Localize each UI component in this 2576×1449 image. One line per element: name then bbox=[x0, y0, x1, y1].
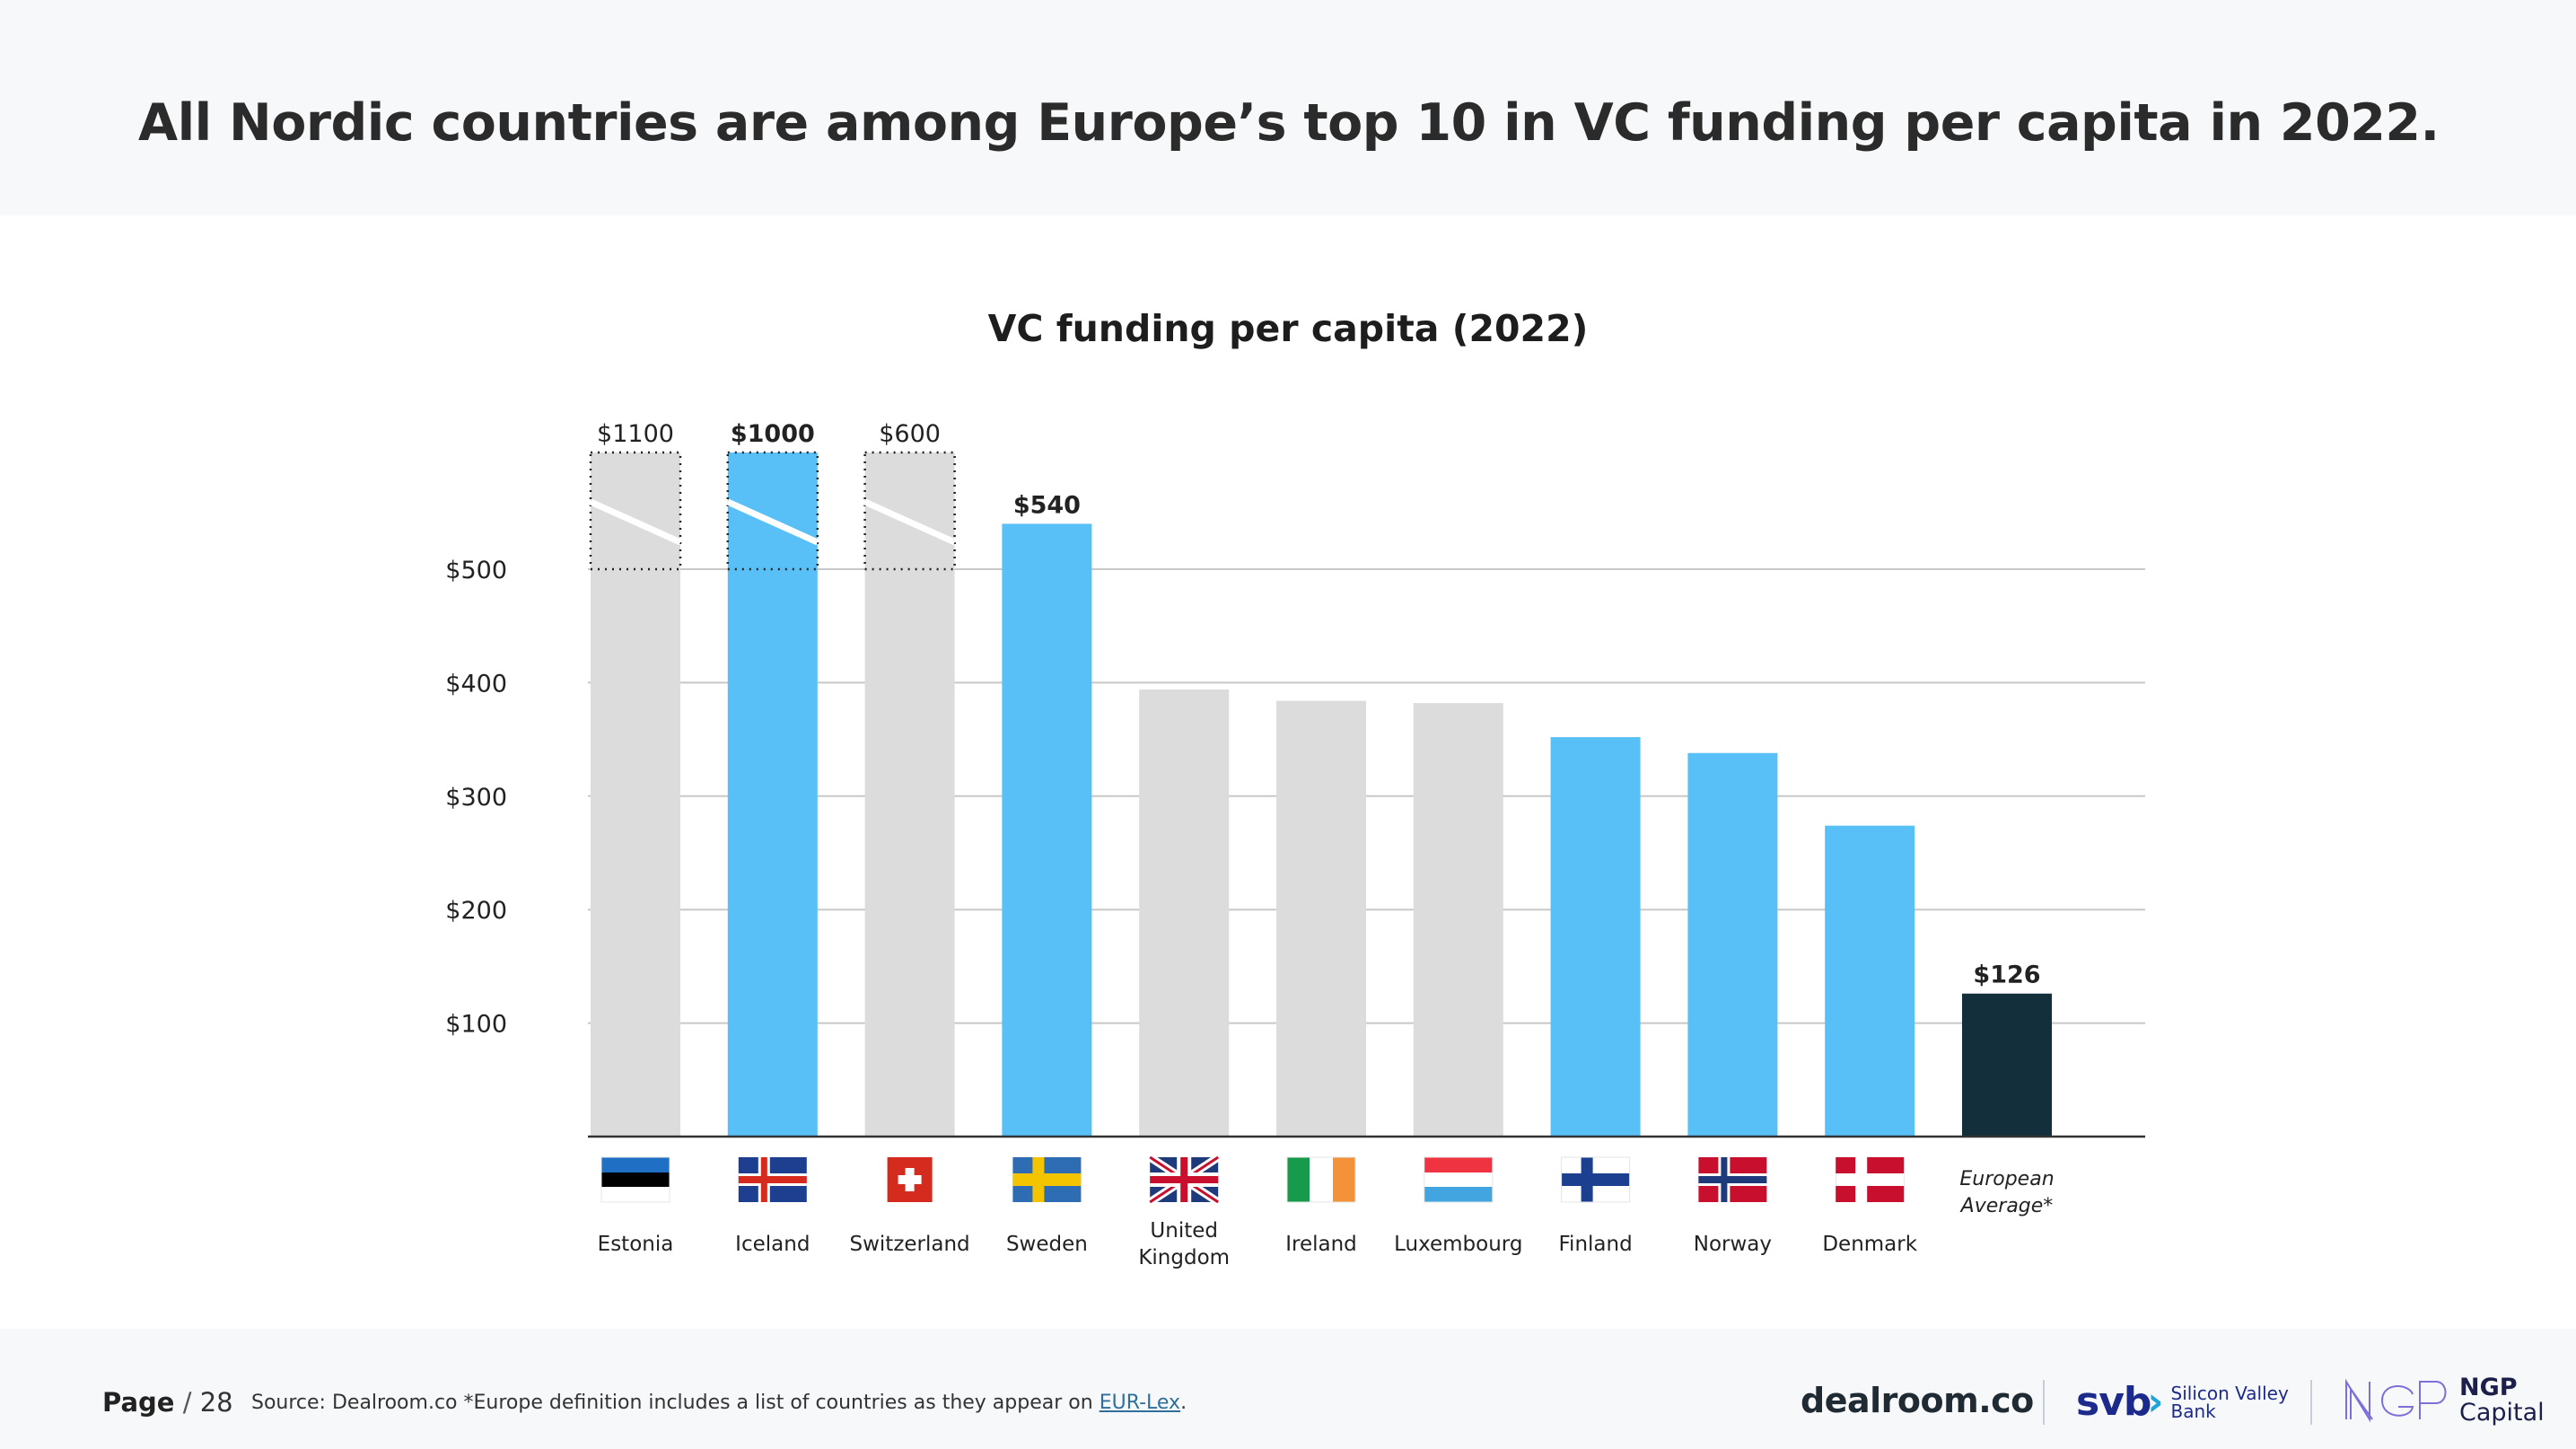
vc-funding-chart: VC funding per capita (2022) $100 $200 $300… bbox=[445, 307, 2145, 1269]
denmark-flag-icon bbox=[1836, 1173, 1905, 1186]
x-tick-label: Average* bbox=[1959, 1195, 2054, 1217]
norway-flag-icon bbox=[1698, 1176, 1767, 1183]
luxembourg-flag-icon bbox=[1424, 1156, 1494, 1203]
y-tick-label: $400 bbox=[445, 670, 507, 698]
data-label: $126 bbox=[1973, 962, 2040, 989]
axis-break-box bbox=[863, 451, 956, 571]
source-end: . bbox=[1180, 1392, 1187, 1414]
x-tick-label: Kingdom bbox=[1138, 1246, 1230, 1269]
switzerland-flag-icon bbox=[898, 1175, 922, 1184]
y-tick-label: $500 bbox=[445, 557, 507, 584]
logo-divider bbox=[2043, 1380, 2045, 1425]
data-label: $540 bbox=[1013, 491, 1081, 519]
svb-name: Silicon Valley Bank bbox=[2171, 1384, 2289, 1420]
x-tick-label: Iceland bbox=[735, 1233, 810, 1256]
bar bbox=[1276, 700, 1366, 1137]
data-label: $600 bbox=[879, 420, 941, 448]
x-tick-label: Finland bbox=[1559, 1233, 1633, 1256]
finland-flag-icon bbox=[1561, 1156, 1631, 1203]
bar bbox=[1687, 752, 1778, 1137]
x-tick-label: Sweden bbox=[1006, 1233, 1088, 1256]
bar bbox=[1825, 825, 1915, 1137]
ngp-monogram-icon bbox=[2345, 1378, 2447, 1423]
x-tick-label: Norway bbox=[1694, 1233, 1772, 1256]
y-tick-label: $300 bbox=[445, 784, 507, 812]
dealroom-logo: dealroom.co bbox=[1801, 1381, 2034, 1420]
luxembourg-flag-icon bbox=[1424, 1187, 1493, 1202]
luxembourg-flag-icon bbox=[1424, 1157, 1493, 1172]
chart-title: VC funding per capita (2022) bbox=[988, 307, 1589, 350]
svb-chevron-icon: › bbox=[2147, 1379, 2164, 1425]
axis-break-mark bbox=[589, 498, 682, 546]
y-tick-label: $200 bbox=[445, 897, 507, 925]
page-number-value: 28 bbox=[199, 1387, 233, 1418]
finland-flag-icon bbox=[1561, 1173, 1630, 1186]
x-tick-label: Ireland bbox=[1285, 1233, 1357, 1256]
bar bbox=[1413, 703, 1503, 1137]
data-label: $1100 bbox=[597, 420, 674, 448]
ireland-flag-icon bbox=[1310, 1157, 1333, 1202]
x-tick-label: Estonia bbox=[598, 1233, 674, 1256]
page-number: Page / 28 bbox=[102, 1387, 233, 1418]
page-headline: All Nordic countries are among Europe’s … bbox=[138, 93, 2440, 153]
axis-break-box bbox=[726, 451, 819, 571]
header-band bbox=[0, 0, 2576, 215]
page-label: Page bbox=[102, 1387, 175, 1418]
svb-name-line1: Silicon Valley bbox=[2170, 1382, 2289, 1404]
ngp-name-line2: Capital bbox=[2459, 1399, 2545, 1427]
estonia-flag-icon bbox=[601, 1157, 670, 1172]
source-note: Source: Dealroom.co *Europe definition i… bbox=[251, 1392, 1187, 1414]
axis-break-mark bbox=[726, 498, 819, 546]
ngp-name-line1: NGP bbox=[2459, 1374, 2518, 1401]
estonia-flag-icon bbox=[600, 1156, 670, 1203]
bar bbox=[1962, 993, 2052, 1137]
bar bbox=[591, 452, 680, 1137]
estonia-flag-icon bbox=[601, 1172, 670, 1187]
bar bbox=[864, 452, 955, 1137]
eur-lex-link[interactable]: EUR-Lex bbox=[1099, 1392, 1181, 1414]
iceland-flag-icon bbox=[738, 1176, 807, 1183]
data-label: $1000 bbox=[731, 420, 815, 448]
logo-divider bbox=[2310, 1380, 2312, 1425]
axis-break-box bbox=[589, 451, 682, 571]
x-tick-label: Luxembourg bbox=[1394, 1233, 1522, 1256]
ngp-logo: NGP Capital bbox=[2343, 1375, 2545, 1426]
axis-break-mark bbox=[863, 498, 957, 546]
bar bbox=[1550, 737, 1641, 1137]
svb-wordmark: svb bbox=[2076, 1379, 2151, 1425]
united-kingdom-flag-icon bbox=[1150, 1176, 1219, 1183]
x-tick-label: European bbox=[1959, 1168, 2054, 1190]
x-tick-label: United bbox=[1150, 1219, 1218, 1243]
ireland-flag-icon bbox=[1333, 1157, 1355, 1202]
bar bbox=[1002, 523, 1092, 1137]
source-text: Source: Dealroom.co *Europe definition i… bbox=[251, 1392, 1093, 1414]
luxembourg-flag-icon bbox=[1424, 1172, 1493, 1187]
ireland-flag-icon bbox=[1287, 1157, 1310, 1202]
svb-logo: svb › Silicon Valley Bank bbox=[2076, 1379, 2289, 1425]
y-tick-label: $100 bbox=[445, 1011, 507, 1039]
x-tick-label: Switzerland bbox=[850, 1233, 970, 1256]
x-tick-label: Denmark bbox=[1822, 1233, 1917, 1256]
estonia-flag-icon bbox=[601, 1187, 670, 1202]
footer-band bbox=[0, 1329, 2576, 1449]
bar bbox=[1139, 689, 1230, 1137]
bar bbox=[727, 452, 818, 1137]
page-separator: / bbox=[182, 1387, 192, 1418]
ireland-flag-icon bbox=[1286, 1156, 1356, 1203]
svb-name-line2: Bank bbox=[2170, 1400, 2216, 1422]
sweden-flag-icon bbox=[1012, 1173, 1082, 1186]
ngp-name: NGP Capital bbox=[2459, 1375, 2545, 1426]
